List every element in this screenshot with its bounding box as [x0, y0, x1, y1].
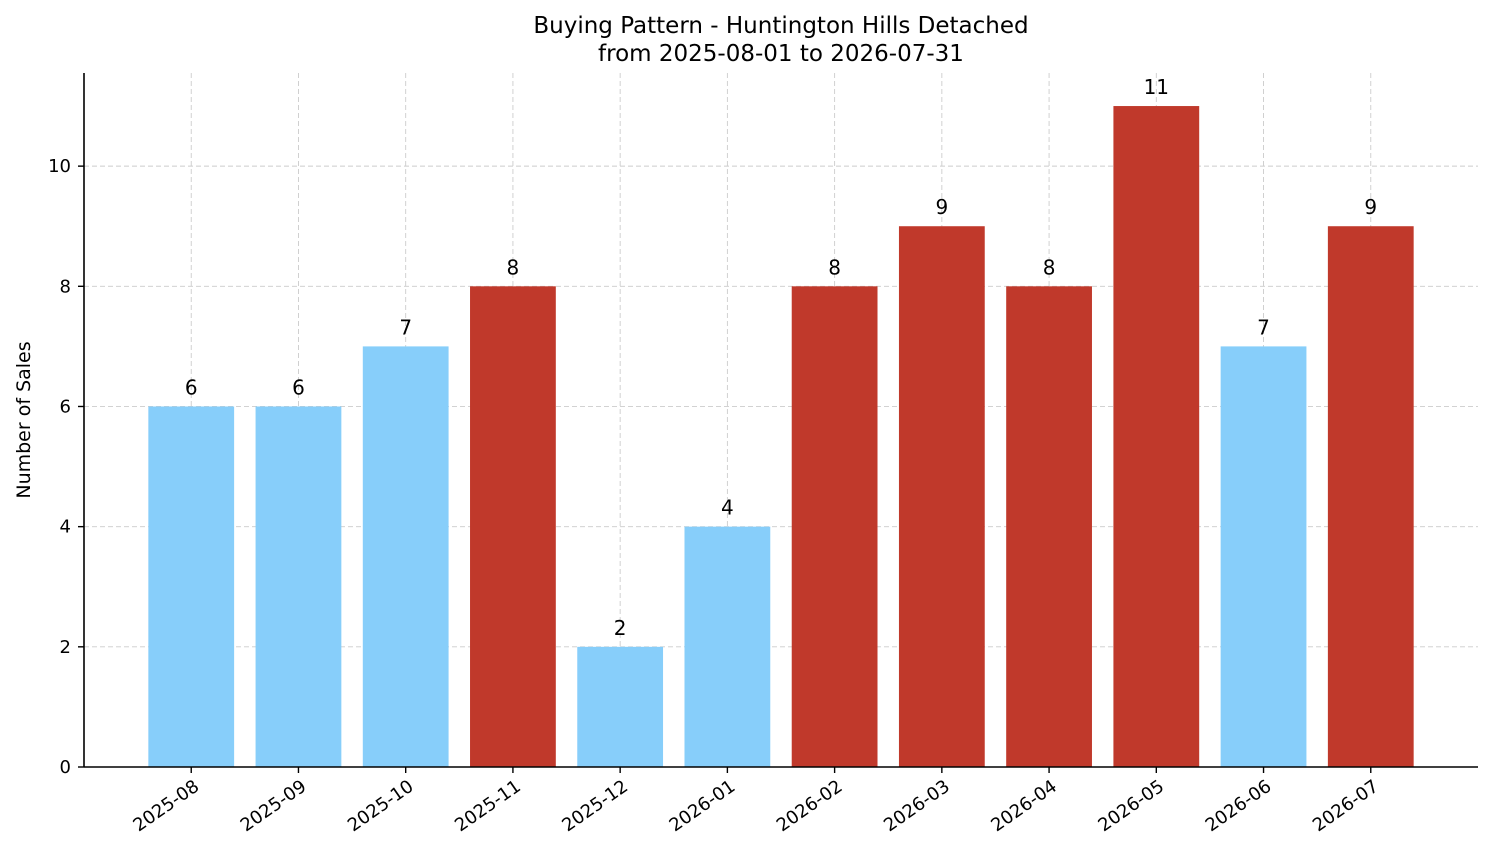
data-label: 9: [1364, 195, 1377, 219]
y-tick-label: 8: [60, 276, 71, 297]
bar: [898, 226, 985, 768]
y-tick-label: 4: [60, 517, 71, 538]
bar: [577, 646, 664, 767]
data-label: 4: [721, 496, 734, 520]
x-tick-label: 2026-06: [1202, 776, 1276, 836]
y-axis-label: Number of Sales: [13, 341, 35, 498]
data-label: 7: [399, 315, 412, 339]
data-label: 8: [507, 255, 520, 279]
data-label: 2: [614, 616, 627, 640]
x-tick-label: 2026-05: [1095, 776, 1169, 836]
bar: [1006, 286, 1092, 767]
data-label: 6: [185, 375, 198, 399]
bar: [1220, 346, 1307, 767]
data-label: 7: [1257, 315, 1270, 339]
x-tick-label: 2025-08: [129, 776, 203, 836]
bars: [148, 106, 1414, 768]
data-label: 11: [1144, 75, 1169, 99]
y-tick-label: 0: [60, 757, 71, 778]
axes: [78, 73, 1478, 773]
data-label: 6: [292, 375, 305, 399]
x-tick-label: 2025-11: [451, 776, 525, 836]
data-label: 9: [935, 195, 948, 219]
bar: [684, 526, 771, 767]
y-tick-label: 10: [48, 156, 71, 177]
x-tick-label: 2025-12: [558, 776, 632, 836]
bar: [255, 406, 342, 767]
x-tick-label: 2026-07: [1309, 776, 1383, 836]
y-tick-label: 2: [60, 637, 71, 658]
y-tick-label: 6: [60, 396, 71, 417]
x-tick-label: 2025-09: [237, 776, 311, 836]
x-tick-label: 2026-04: [987, 776, 1061, 836]
data-label: 8: [1043, 255, 1056, 279]
chart-subtitle: from 2025-08-01 to 2026-07-31: [598, 41, 964, 67]
x-tick-label: 2026-01: [666, 776, 740, 836]
x-tick-label: 2026-03: [880, 776, 954, 836]
bar: [362, 346, 449, 767]
data-label: 8: [828, 255, 841, 279]
chart-title: Buying Pattern - Huntington Hills Detach…: [533, 13, 1028, 39]
bar: [148, 406, 235, 767]
bar: [470, 286, 556, 767]
x-tick-label: 2025-10: [344, 776, 418, 836]
bar: [1113, 106, 1200, 768]
x-tick-label: 2026-02: [773, 776, 847, 836]
bar: [791, 286, 878, 767]
bar: [1327, 226, 1414, 768]
